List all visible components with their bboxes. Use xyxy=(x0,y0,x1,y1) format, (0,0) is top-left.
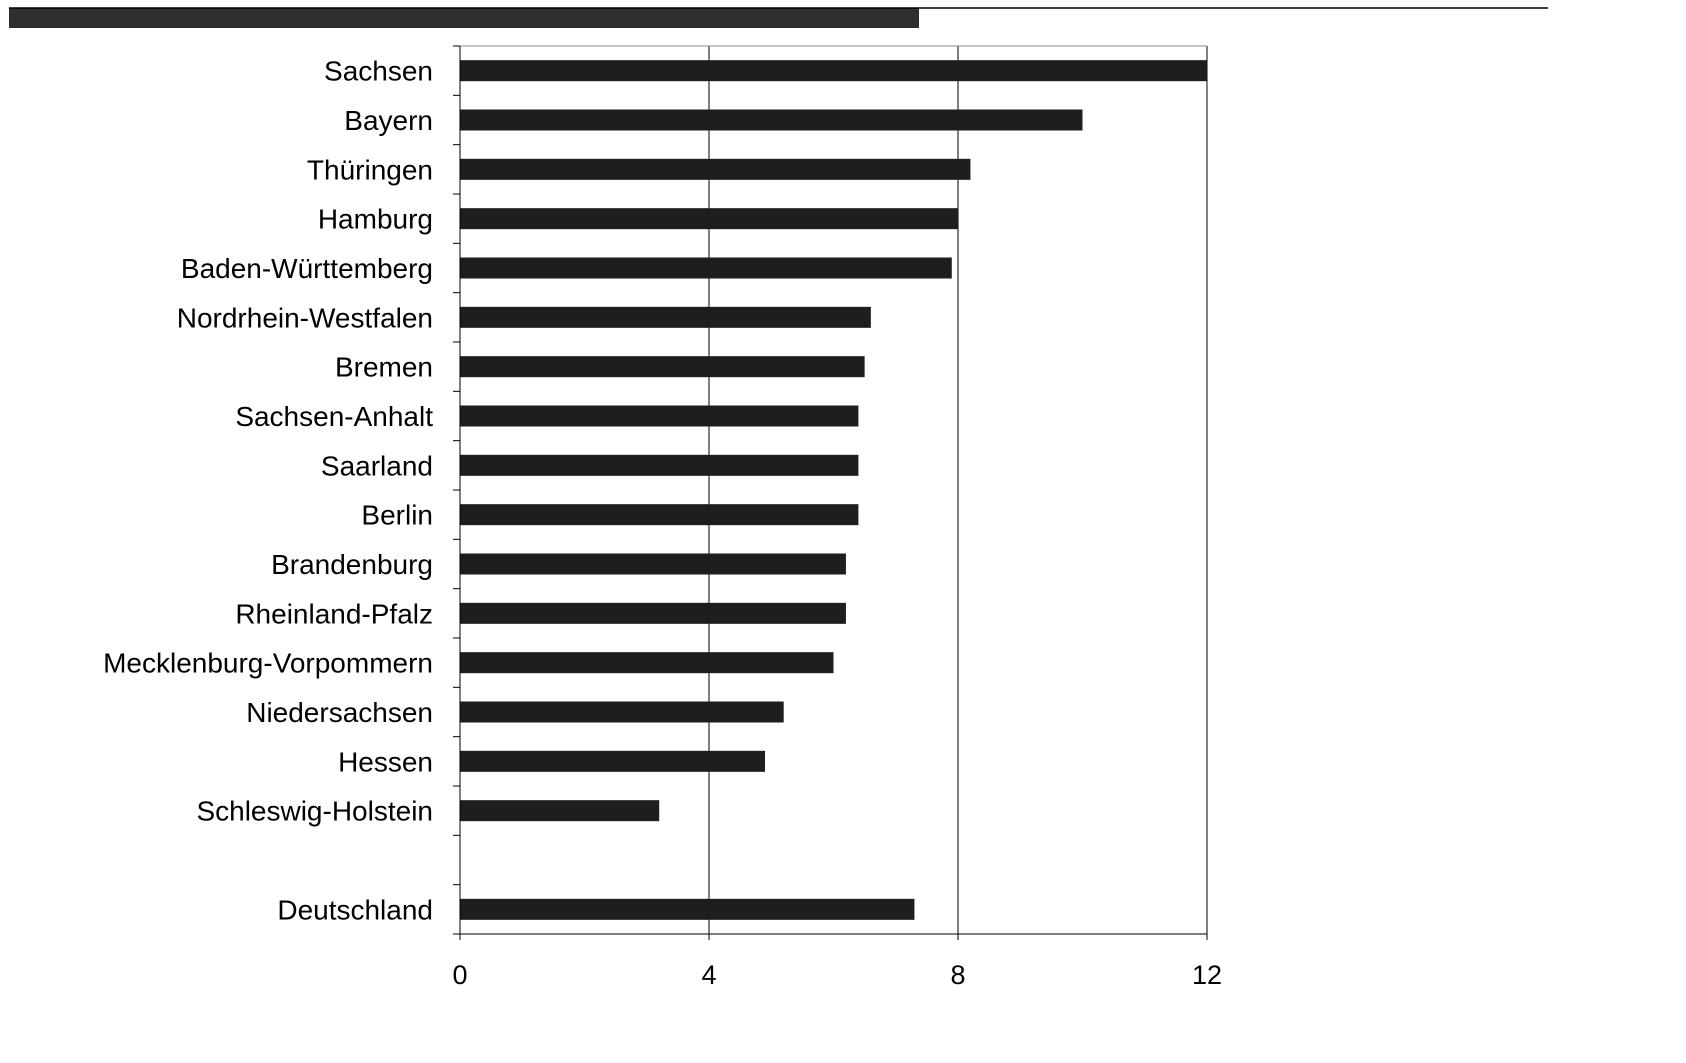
category-label: Sachsen-Anhalt xyxy=(235,401,433,432)
header-decoration xyxy=(9,7,1548,28)
category-label: Bremen xyxy=(335,352,433,383)
bar-nordrhein-westfalen xyxy=(460,306,871,328)
x-tick-labels: 0 4 8 12 xyxy=(452,960,1222,990)
x-tick-label: 12 xyxy=(1192,960,1222,990)
category-label: Schleswig-Holstein xyxy=(196,796,433,827)
category-label: Sachsen xyxy=(324,56,433,87)
bar-berlin xyxy=(460,504,859,526)
bar-hamburg xyxy=(460,208,958,230)
bar-baden-württemberg xyxy=(460,257,952,279)
x-tick-label: 4 xyxy=(701,960,716,990)
bar-thüringen xyxy=(460,158,971,180)
bar-bremen xyxy=(460,356,865,378)
bar-bayern xyxy=(460,109,1083,131)
category-label: Thüringen xyxy=(307,154,433,185)
chart-container: Sachsen Bayern Thüringen Hamburg Baden-Württ… xyxy=(9,7,1548,990)
bar-sachsen xyxy=(460,60,1207,82)
category-label: Niedersachsen xyxy=(246,697,433,728)
bar-hessen xyxy=(460,750,766,772)
grid-lines xyxy=(708,46,1208,934)
axes xyxy=(453,45,1208,940)
bar-mecklenburg-vorpommern xyxy=(460,652,834,674)
category-label: Berlin xyxy=(361,500,433,531)
bar-brandenburg xyxy=(460,553,846,575)
category-labels: Sachsen Bayern Thüringen Hamburg Baden-Württ… xyxy=(103,56,433,926)
category-label: Deutschland xyxy=(277,894,433,925)
x-tick-label: 8 xyxy=(950,960,965,990)
category-label: Hamburg xyxy=(318,204,433,235)
category-label: Saarland xyxy=(321,450,433,481)
bar-rheinland-pfalz xyxy=(460,602,846,624)
category-label: Bayern xyxy=(344,105,433,136)
bar-sachsen-anhalt xyxy=(460,405,859,427)
bar-niedersachsen xyxy=(460,701,784,723)
bar-deutschland xyxy=(460,898,915,920)
bar-schleswig-holstein xyxy=(460,800,660,822)
category-label: Mecklenburg-Vorpommern xyxy=(103,648,433,679)
category-label: Hessen xyxy=(338,746,433,777)
header-bar xyxy=(9,8,919,28)
bar-saarland xyxy=(460,454,859,476)
category-label: Baden-Württemberg xyxy=(181,253,433,284)
bars xyxy=(460,60,1207,920)
bar-chart: Sachsen Bayern Thüringen Hamburg Baden-Württ… xyxy=(9,7,1548,990)
category-label: Rheinland-Pfalz xyxy=(235,598,433,629)
category-label: Brandenburg xyxy=(271,549,433,580)
category-label: Nordrhein-Westfalen xyxy=(177,302,433,333)
x-tick-label: 0 xyxy=(452,960,467,990)
